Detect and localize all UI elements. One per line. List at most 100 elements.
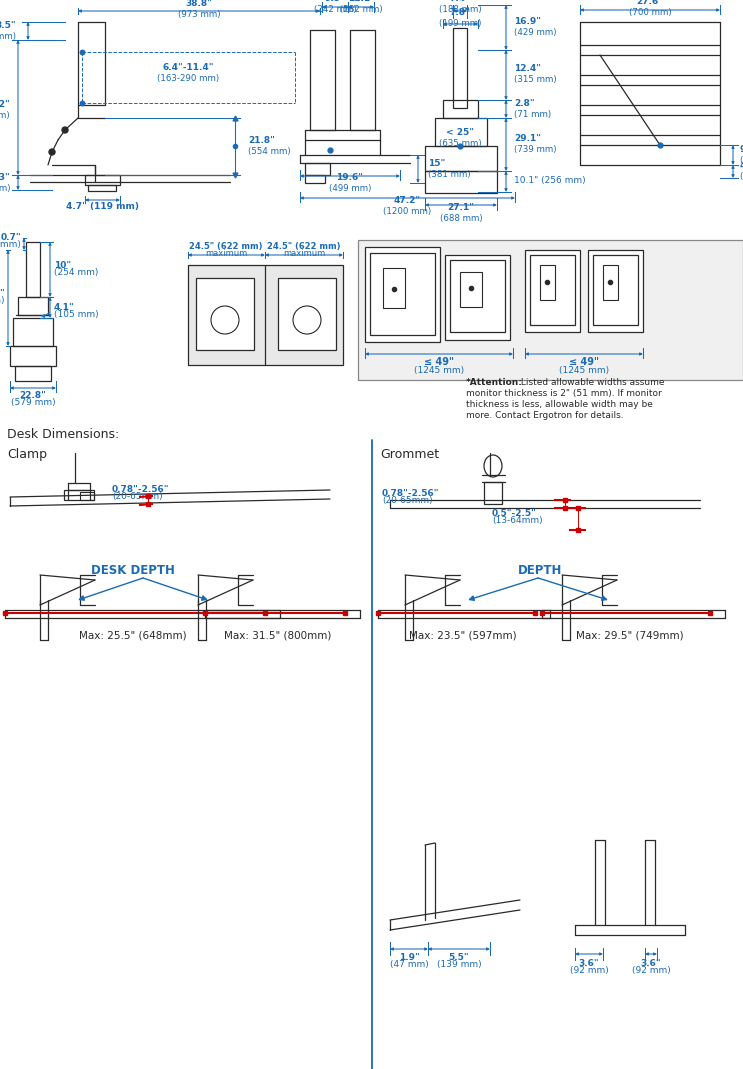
Bar (278, 278, 336, 350)
Bar (453, 28, 467, 108)
Text: (90 mm): (90 mm) (0, 32, 16, 41)
Bar (365, 247, 440, 342)
Text: Max: 29.5" (749mm): Max: 29.5" (749mm) (576, 630, 684, 640)
Bar (588, 250, 643, 332)
Text: 29.1": 29.1" (514, 134, 541, 143)
Bar (370, 253, 435, 335)
Text: monitor thickness is 2" (51 mm). If monitor: monitor thickness is 2" (51 mm). If moni… (466, 389, 662, 398)
Text: (139 mm): (139 mm) (437, 961, 481, 970)
Text: 3.5": 3.5" (0, 21, 16, 30)
Bar (593, 255, 638, 325)
Text: 21.8": 21.8" (248, 136, 275, 145)
Text: 16.9": 16.9" (514, 17, 541, 26)
Text: (248 mm): (248 mm) (740, 156, 743, 165)
Text: 1.9": 1.9" (399, 954, 419, 962)
Text: (381 mm): (381 mm) (428, 170, 470, 179)
Text: (105 mm): (105 mm) (54, 310, 99, 319)
Text: maximum: maximum (205, 248, 247, 258)
Bar (540, 265, 555, 300)
Text: (282 mm): (282 mm) (340, 5, 383, 14)
Text: 11.1": 11.1" (348, 0, 374, 3)
Text: (700 mm): (700 mm) (629, 7, 672, 17)
Text: (635 mm): (635 mm) (438, 139, 481, 148)
Text: 4.1": 4.1" (54, 303, 75, 311)
Text: (739 mm): (739 mm) (514, 145, 557, 154)
Bar (525, 250, 580, 332)
Text: Max: 31.5" (800mm): Max: 31.5" (800mm) (224, 630, 331, 640)
Text: (109 mm): (109 mm) (0, 184, 10, 193)
Bar (530, 255, 575, 325)
Text: DEPTH: DEPTH (518, 564, 562, 577)
Bar (305, 175, 325, 183)
Text: (188 mm): (188 mm) (438, 5, 481, 14)
Text: (973 mm): (973 mm) (178, 10, 220, 19)
Bar (358, 241, 743, 379)
Text: (1245 mm): (1245 mm) (414, 366, 464, 374)
Text: 10.1" (256 mm): 10.1" (256 mm) (514, 176, 585, 186)
Text: (92 mm): (92 mm) (632, 965, 670, 975)
Text: 4.2": 4.2" (740, 161, 743, 170)
Text: 22.8": 22.8" (19, 390, 46, 400)
Text: (71 mm): (71 mm) (514, 110, 551, 119)
Text: (315 mm): (315 mm) (514, 75, 557, 84)
Bar (85, 175, 120, 185)
Bar (443, 100, 478, 118)
Bar (305, 162, 330, 175)
Text: (554 mm): (554 mm) (248, 148, 291, 156)
Text: (1200 mm): (1200 mm) (383, 207, 431, 216)
Text: (1245 mm): (1245 mm) (559, 366, 609, 374)
Bar (450, 260, 505, 332)
Bar (603, 265, 618, 300)
Circle shape (49, 149, 55, 155)
Bar (26, 242, 40, 297)
Text: (579 mm): (579 mm) (10, 398, 55, 406)
Text: ≤ 49": ≤ 49" (424, 357, 454, 367)
Text: < 25": < 25" (446, 128, 474, 137)
Text: 10": 10" (54, 262, 71, 270)
Text: (429 mm): (429 mm) (514, 28, 557, 37)
Text: (20-65mm): (20-65mm) (112, 493, 163, 501)
Text: 3.6": 3.6" (579, 959, 600, 967)
Bar (196, 278, 254, 350)
Text: 15": 15" (428, 159, 445, 168)
Text: *Attention:: *Attention: (466, 378, 523, 387)
Text: (92 mm): (92 mm) (570, 965, 609, 975)
Text: 9.5": 9.5" (325, 0, 345, 3)
Text: 7.8": 7.8" (450, 7, 470, 17)
Bar (18, 297, 48, 315)
Text: (13-64mm): (13-64mm) (492, 516, 542, 526)
Text: (106 mm): (106 mm) (740, 172, 743, 181)
Text: (688 mm): (688 mm) (440, 214, 482, 223)
Bar (188, 265, 343, 365)
Text: 0.78"-2.56": 0.78"-2.56" (382, 490, 440, 498)
Text: 2.8": 2.8" (514, 99, 535, 108)
Text: (163-290 mm): (163-290 mm) (157, 74, 219, 83)
Bar (13, 317, 53, 346)
Text: (47 mm): (47 mm) (389, 961, 429, 970)
Bar (10, 346, 56, 366)
Text: (18 mm): (18 mm) (0, 239, 21, 248)
Text: 3.6": 3.6" (640, 959, 661, 967)
Text: 12.4": 12.4" (514, 64, 541, 73)
Text: ≤ 49": ≤ 49" (569, 357, 599, 367)
Text: 5.5": 5.5" (449, 954, 470, 962)
Text: 9.8": 9.8" (740, 145, 743, 154)
Bar (88, 185, 116, 191)
Text: Grommet: Grommet (380, 448, 439, 461)
Text: more. Contact Ergotron for details.: more. Contact Ergotron for details. (466, 410, 623, 420)
Text: (242 mm): (242 mm) (314, 5, 357, 14)
Text: 24.5" (622 mm): 24.5" (622 mm) (267, 243, 341, 251)
Text: Listed allowable widths assume: Listed allowable widths assume (518, 378, 664, 387)
Bar (435, 118, 487, 146)
Bar (64, 490, 94, 500)
Text: 24.5" (622 mm): 24.5" (622 mm) (189, 243, 263, 251)
Bar (425, 146, 497, 171)
Text: Desk Dimensions:: Desk Dimensions: (7, 428, 119, 441)
Bar (383, 268, 405, 308)
Text: 4.3": 4.3" (0, 173, 10, 182)
Text: DESK DEPTH: DESK DEPTH (91, 564, 175, 577)
Text: 19.6": 19.6" (337, 173, 363, 182)
Text: thickness is less, allowable width may be: thickness is less, allowable width may b… (466, 400, 653, 409)
Text: (254 mm): (254 mm) (54, 268, 98, 278)
Text: Clamp: Clamp (7, 448, 47, 461)
